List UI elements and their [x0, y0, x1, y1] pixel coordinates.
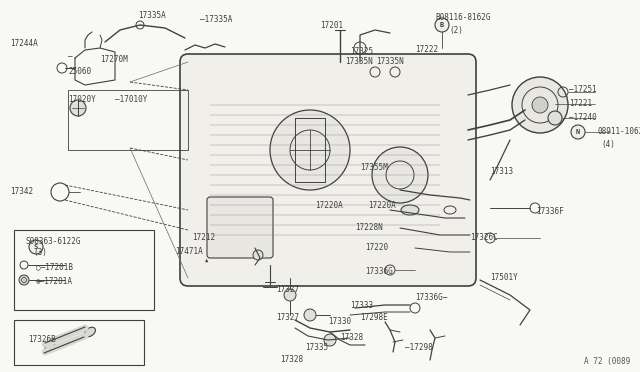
Text: —17298: —17298 [405, 343, 433, 353]
Text: 17336G: 17336G [365, 267, 393, 276]
Text: 08911-1062G: 08911-1062G [597, 128, 640, 137]
Text: 17342: 17342 [10, 187, 33, 196]
Text: 17298E: 17298E [360, 314, 388, 323]
Text: —17251: —17251 [569, 86, 596, 94]
Text: 17020Y: 17020Y [68, 96, 96, 105]
Circle shape [548, 111, 562, 125]
Text: 17330: 17330 [328, 317, 351, 327]
Circle shape [512, 77, 568, 133]
Circle shape [70, 100, 86, 116]
Text: 17221: 17221 [569, 99, 592, 109]
Text: 17327: 17327 [276, 285, 299, 295]
FancyBboxPatch shape [207, 197, 273, 258]
Text: 17336F: 17336F [536, 208, 564, 217]
Text: 17220A: 17220A [368, 201, 396, 209]
Circle shape [29, 240, 43, 254]
Text: (4): (4) [601, 140, 615, 148]
Text: 25060: 25060 [68, 67, 91, 77]
Text: ○—17201B: ○—17201B [36, 263, 73, 272]
Text: 17326C: 17326C [470, 234, 498, 243]
Text: 17228N: 17228N [355, 224, 383, 232]
Text: 17335N: 17335N [376, 58, 404, 67]
Text: ▲: ▲ [205, 257, 208, 263]
Text: 17335N: 17335N [345, 58, 372, 67]
Text: 17244A: 17244A [10, 38, 38, 48]
Text: —17010Y: —17010Y [115, 96, 147, 105]
FancyBboxPatch shape [180, 54, 476, 286]
Text: 17335: 17335 [305, 343, 328, 353]
Text: —: — [68, 52, 72, 61]
Text: 17220A: 17220A [315, 201, 343, 209]
Text: A 72 (0089: A 72 (0089 [584, 357, 630, 366]
Circle shape [532, 97, 548, 113]
Text: 17501Y: 17501Y [490, 273, 518, 282]
Circle shape [304, 309, 316, 321]
Text: 17328: 17328 [340, 334, 363, 343]
Text: 17220: 17220 [365, 244, 388, 253]
Text: ⊕—17201A: ⊕—17201A [36, 276, 73, 285]
Circle shape [19, 275, 29, 285]
Text: N: N [576, 129, 580, 135]
Text: 17333: 17333 [350, 301, 373, 310]
Text: 17336G—: 17336G— [415, 294, 447, 302]
Text: (3): (3) [33, 248, 47, 257]
Ellipse shape [45, 343, 56, 353]
Circle shape [324, 334, 336, 346]
Circle shape [253, 250, 263, 260]
Circle shape [284, 289, 296, 301]
Text: (2): (2) [449, 26, 463, 35]
Text: 17325: 17325 [350, 48, 373, 57]
Text: 17212: 17212 [192, 234, 215, 243]
Circle shape [571, 125, 585, 139]
Text: —17335A: —17335A [200, 16, 232, 25]
Text: 17201: 17201 [320, 22, 343, 31]
Ellipse shape [84, 327, 95, 337]
Circle shape [435, 18, 449, 32]
Text: 17471A: 17471A [175, 247, 203, 257]
Circle shape [270, 110, 350, 190]
Text: 17270M: 17270M [100, 55, 128, 64]
Text: 17222: 17222 [415, 45, 438, 55]
Text: 17355M: 17355M [360, 164, 388, 173]
Text: 17328: 17328 [280, 356, 303, 365]
Text: S08363-6122G: S08363-6122G [25, 237, 81, 246]
Text: B: B [440, 22, 444, 28]
Text: 17327: 17327 [276, 314, 299, 323]
Text: S: S [34, 244, 38, 250]
Text: 17313: 17313 [490, 167, 513, 176]
Text: B08116-8162G: B08116-8162G [435, 13, 490, 22]
Text: 17326B: 17326B [28, 336, 56, 344]
Text: —17240: —17240 [569, 113, 596, 122]
Text: 17335A: 17335A [138, 10, 166, 19]
Circle shape [372, 147, 428, 203]
Ellipse shape [401, 205, 419, 215]
